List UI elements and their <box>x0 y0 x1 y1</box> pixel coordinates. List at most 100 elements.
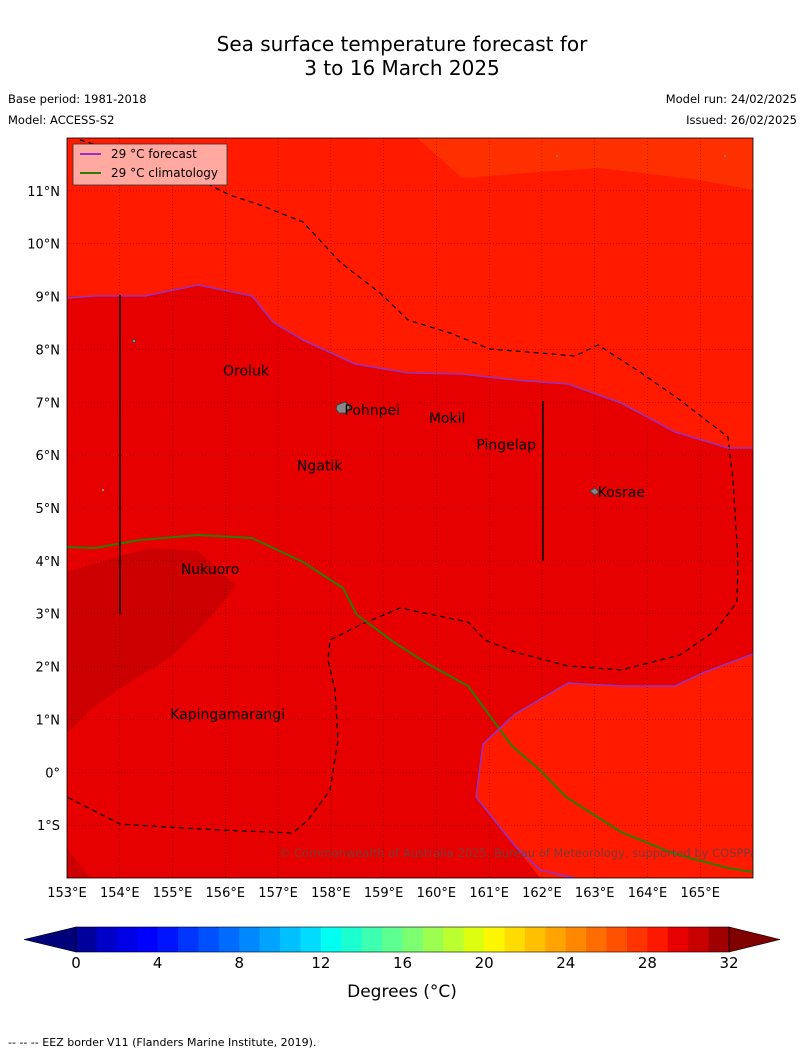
sst-region-29-5-corner <box>67 848 90 878</box>
island-dot-icon <box>101 488 105 492</box>
colorbar-swatch <box>300 927 322 952</box>
colorbar-tick-label: 0 <box>71 954 81 972</box>
island-dot-icon <box>556 155 558 157</box>
colorbar-swatch <box>320 927 342 952</box>
copyright-text: © Commonwealth of Australia 2025, Bureau… <box>279 846 763 860</box>
y-tick-label: 3°N <box>36 608 61 623</box>
x-axis-ticks: 153°E 154°E 155°E 156°E 157°E 158°E 159°E 160°E… <box>47 886 720 901</box>
colorbar-swatch <box>586 927 608 952</box>
sst-region-29-5 <box>67 548 236 733</box>
place-label-kapingamarangi: Kapingamarangi <box>170 707 285 723</box>
title-line-2: 3 to 16 March 2025 <box>304 56 500 80</box>
x-tick-label: 164°E <box>628 886 668 901</box>
colorbar-swatch <box>565 927 587 952</box>
model-name: Model: ACCESS-S2 <box>8 113 115 127</box>
colorbar-swatch <box>96 927 118 952</box>
place-label-kosrae: Kosrae <box>598 485 645 501</box>
colorbar-swatch <box>382 927 403 952</box>
place-label-mokil: Mokil <box>429 411 466 427</box>
issued-date: Issued: 26/02/2025 <box>686 113 797 127</box>
colorbar-swatch <box>341 927 363 952</box>
y-axis-ticks: 11°N 10°N 9°N 8°N 7°N 6°N 5°N 4°N 3°N 2°N 1°N 0° 1°S <box>27 185 60 834</box>
y-tick-label: 5°N <box>36 502 61 517</box>
eez-footnote: -- -- -- EEZ border V11 (Flanders Marine… <box>8 1036 317 1049</box>
colorbar-swatch <box>688 927 710 952</box>
sst-region-32 <box>417 138 753 190</box>
colorbar-tick-label: 4 <box>153 954 163 972</box>
x-tick-label: 163°E <box>575 886 615 901</box>
map-plot-area: Oroluk Pohnpei Mokil Pingelap Ngatik Kosrae Nu… <box>67 138 763 878</box>
x-tick-label: 158°E <box>311 886 351 901</box>
legend-climatology-label: 29 °C climatology <box>111 166 218 180</box>
colorbar-frame <box>75 926 730 953</box>
x-tick-label: 161°E <box>469 886 509 901</box>
colorbar-swatch <box>178 927 199 952</box>
colorbar-swatch <box>626 927 648 952</box>
colorbar-swatch <box>76 927 97 952</box>
colorbar-swatch <box>463 927 485 952</box>
colorbar-swatch <box>545 927 567 952</box>
base-period: Base period: 1981-2018 <box>8 92 147 106</box>
colorbar-tick-label: 20 <box>475 954 494 972</box>
y-tick-label: 6°N <box>36 449 61 464</box>
legend-box <box>72 143 228 186</box>
y-tick-label: 4°N <box>36 555 61 570</box>
colorbar <box>23 926 781 953</box>
colorbar-swatch <box>239 927 261 952</box>
kosrae-island-icon <box>589 487 600 496</box>
colorbar-swatch <box>218 927 240 952</box>
colorbar-swatch <box>647 927 669 952</box>
colorbar-tick-label: 24 <box>556 954 575 972</box>
place-label-ngatik: Ngatik <box>297 459 343 475</box>
place-label-oroluk: Oroluk <box>223 364 270 380</box>
x-tick-label: 157°E <box>258 886 298 901</box>
eez-border-path <box>67 139 739 834</box>
colorbar-tick-label: 16 <box>393 954 412 972</box>
colorbar-tick-label: 32 <box>719 954 738 972</box>
colorbar-swatch <box>667 927 689 952</box>
colorbar-swatch <box>137 927 159 952</box>
x-tick-label: 162°E <box>522 886 562 901</box>
island-dot-icon <box>132 339 136 343</box>
model-run: Model run: 24/02/2025 <box>665 92 797 106</box>
colorbar-swatch <box>524 927 546 952</box>
colorbar-ticks: 0 4 8 12 16 20 24 28 32 <box>71 954 738 972</box>
y-tick-label: 0° <box>45 766 60 781</box>
map-legend: 29 °C forecast 29 °C climatology <box>72 143 228 186</box>
title-line-1: Sea surface temperature forecast for <box>216 32 588 56</box>
y-tick-label: 8°N <box>36 343 61 358</box>
eez-borders <box>67 139 739 834</box>
colorbar-swatch <box>504 927 526 952</box>
place-label-pohnpei: Pohnpei <box>344 403 400 419</box>
colorbar-swatch <box>606 927 628 952</box>
colorbar-tick-label: 28 <box>638 954 657 972</box>
x-tick-label: 156°E <box>206 886 246 901</box>
chart-title: Sea surface temperature forecast for 3 t… <box>0 32 804 80</box>
y-tick-label: 11°N <box>27 185 60 200</box>
y-tick-label: 9°N <box>36 291 61 306</box>
colorbar-unit-label: Degrees (°C) <box>347 982 457 1002</box>
y-tick-label: 2°N <box>36 661 61 676</box>
x-tick-label: 160°E <box>417 886 457 901</box>
colorbar-swatch <box>361 927 383 952</box>
colorbar-tick-label: 8 <box>234 954 244 972</box>
colorbar-swatch <box>708 927 730 952</box>
sst-region-30 <box>67 285 753 878</box>
y-tick-label: 1°S <box>37 819 60 834</box>
colorbar-swatch <box>402 927 424 952</box>
x-tick-label: 154°E <box>100 886 140 901</box>
colorbar-swatch <box>443 927 465 952</box>
map-frame <box>66 137 754 879</box>
y-tick-label: 10°N <box>27 238 60 253</box>
colorbar-swatch <box>422 927 444 952</box>
colorbar-tick-label: 12 <box>311 954 330 972</box>
colorbar-swatch <box>116 927 138 952</box>
colorbar-swatch <box>157 927 179 952</box>
pohnpei-island-icon <box>335 401 351 414</box>
place-label-nukuoro: Nukuoro <box>181 562 239 578</box>
y-tick-label: 7°N <box>36 396 61 411</box>
island-dot-icon <box>724 155 726 157</box>
x-tick-label: 159°E <box>364 886 404 901</box>
colorbar-swatch <box>484 927 506 952</box>
